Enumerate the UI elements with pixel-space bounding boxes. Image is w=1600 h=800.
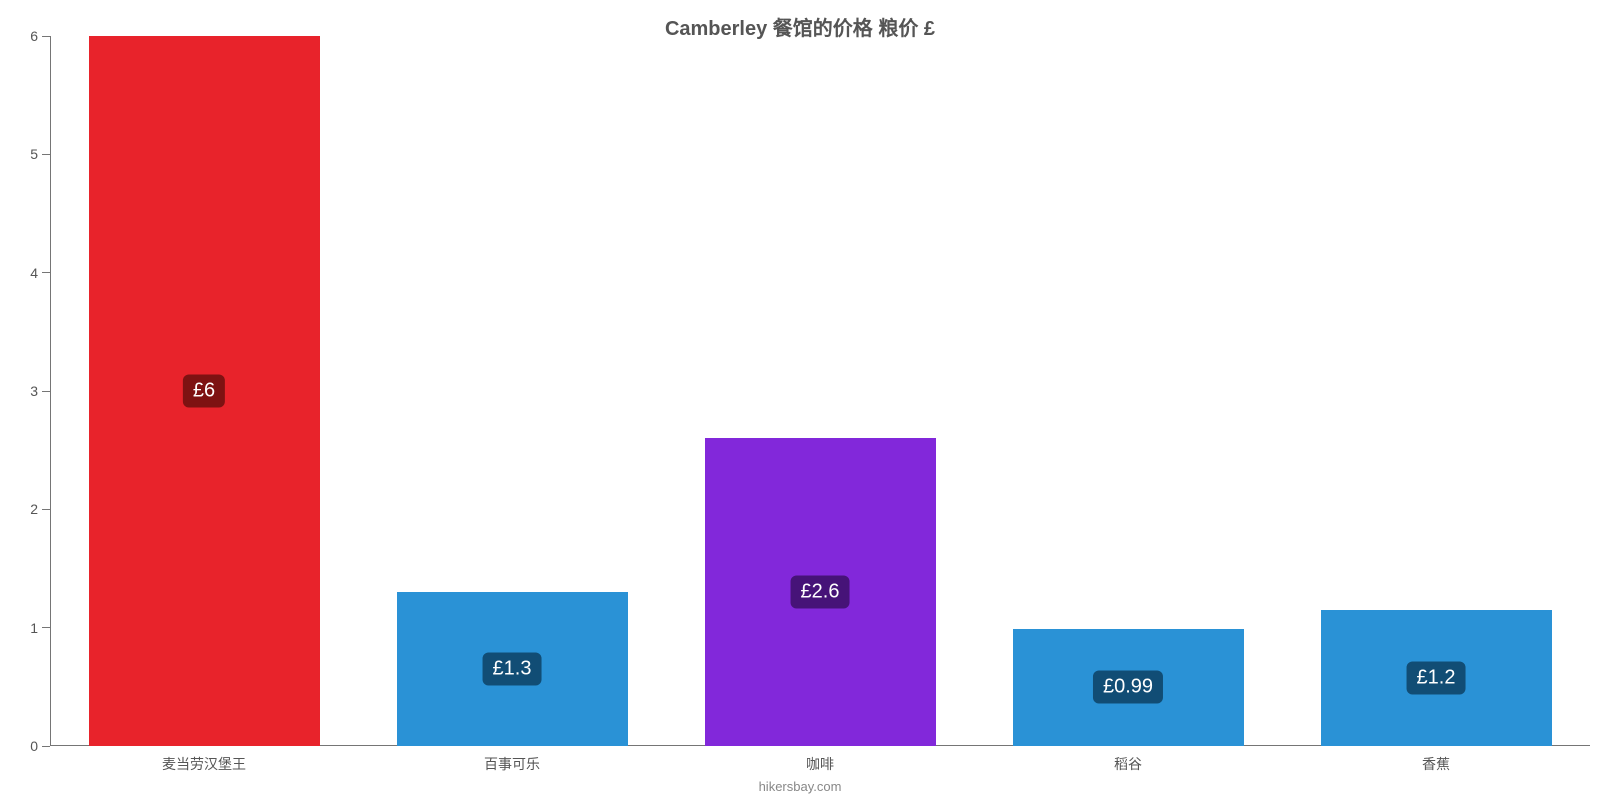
value-badge: £1.2 [1407,661,1466,694]
y-tick [42,746,50,747]
y-tick [42,391,50,392]
y-tick [42,272,50,273]
y-tick [42,154,50,155]
chart-footer: hikersbay.com [0,779,1600,794]
y-tick-label: 5 [30,146,38,162]
y-tick-label: 0 [30,738,38,754]
value-badge: £2.6 [791,576,850,609]
price-bar-chart: Camberley 餐馆的价格 粮价 £ 0123456麦当劳汉堡王£6百事可乐… [0,0,1600,800]
x-tick-label: 百事可乐 [484,754,540,774]
y-tick [42,509,50,510]
value-badge: £6 [183,375,225,408]
y-tick-label: 6 [30,28,38,44]
y-tick-label: 4 [30,265,38,281]
y-tick [42,627,50,628]
y-tick-label: 1 [30,620,38,636]
value-badge: £0.99 [1093,671,1163,704]
value-badge: £1.3 [483,653,542,686]
plot-area: 0123456麦当劳汉堡王£6百事可乐£1.3咖啡£2.6稻谷£0.99香蕉£1… [50,36,1590,746]
x-tick-label: 咖啡 [806,754,834,774]
y-tick-label: 2 [30,501,38,517]
x-tick-label: 香蕉 [1422,754,1450,774]
y-tick-label: 3 [30,383,38,399]
y-axis-line [50,36,51,746]
x-tick-label: 稻谷 [1114,754,1142,774]
y-tick [42,36,50,37]
x-tick-label: 麦当劳汉堡王 [162,754,246,774]
